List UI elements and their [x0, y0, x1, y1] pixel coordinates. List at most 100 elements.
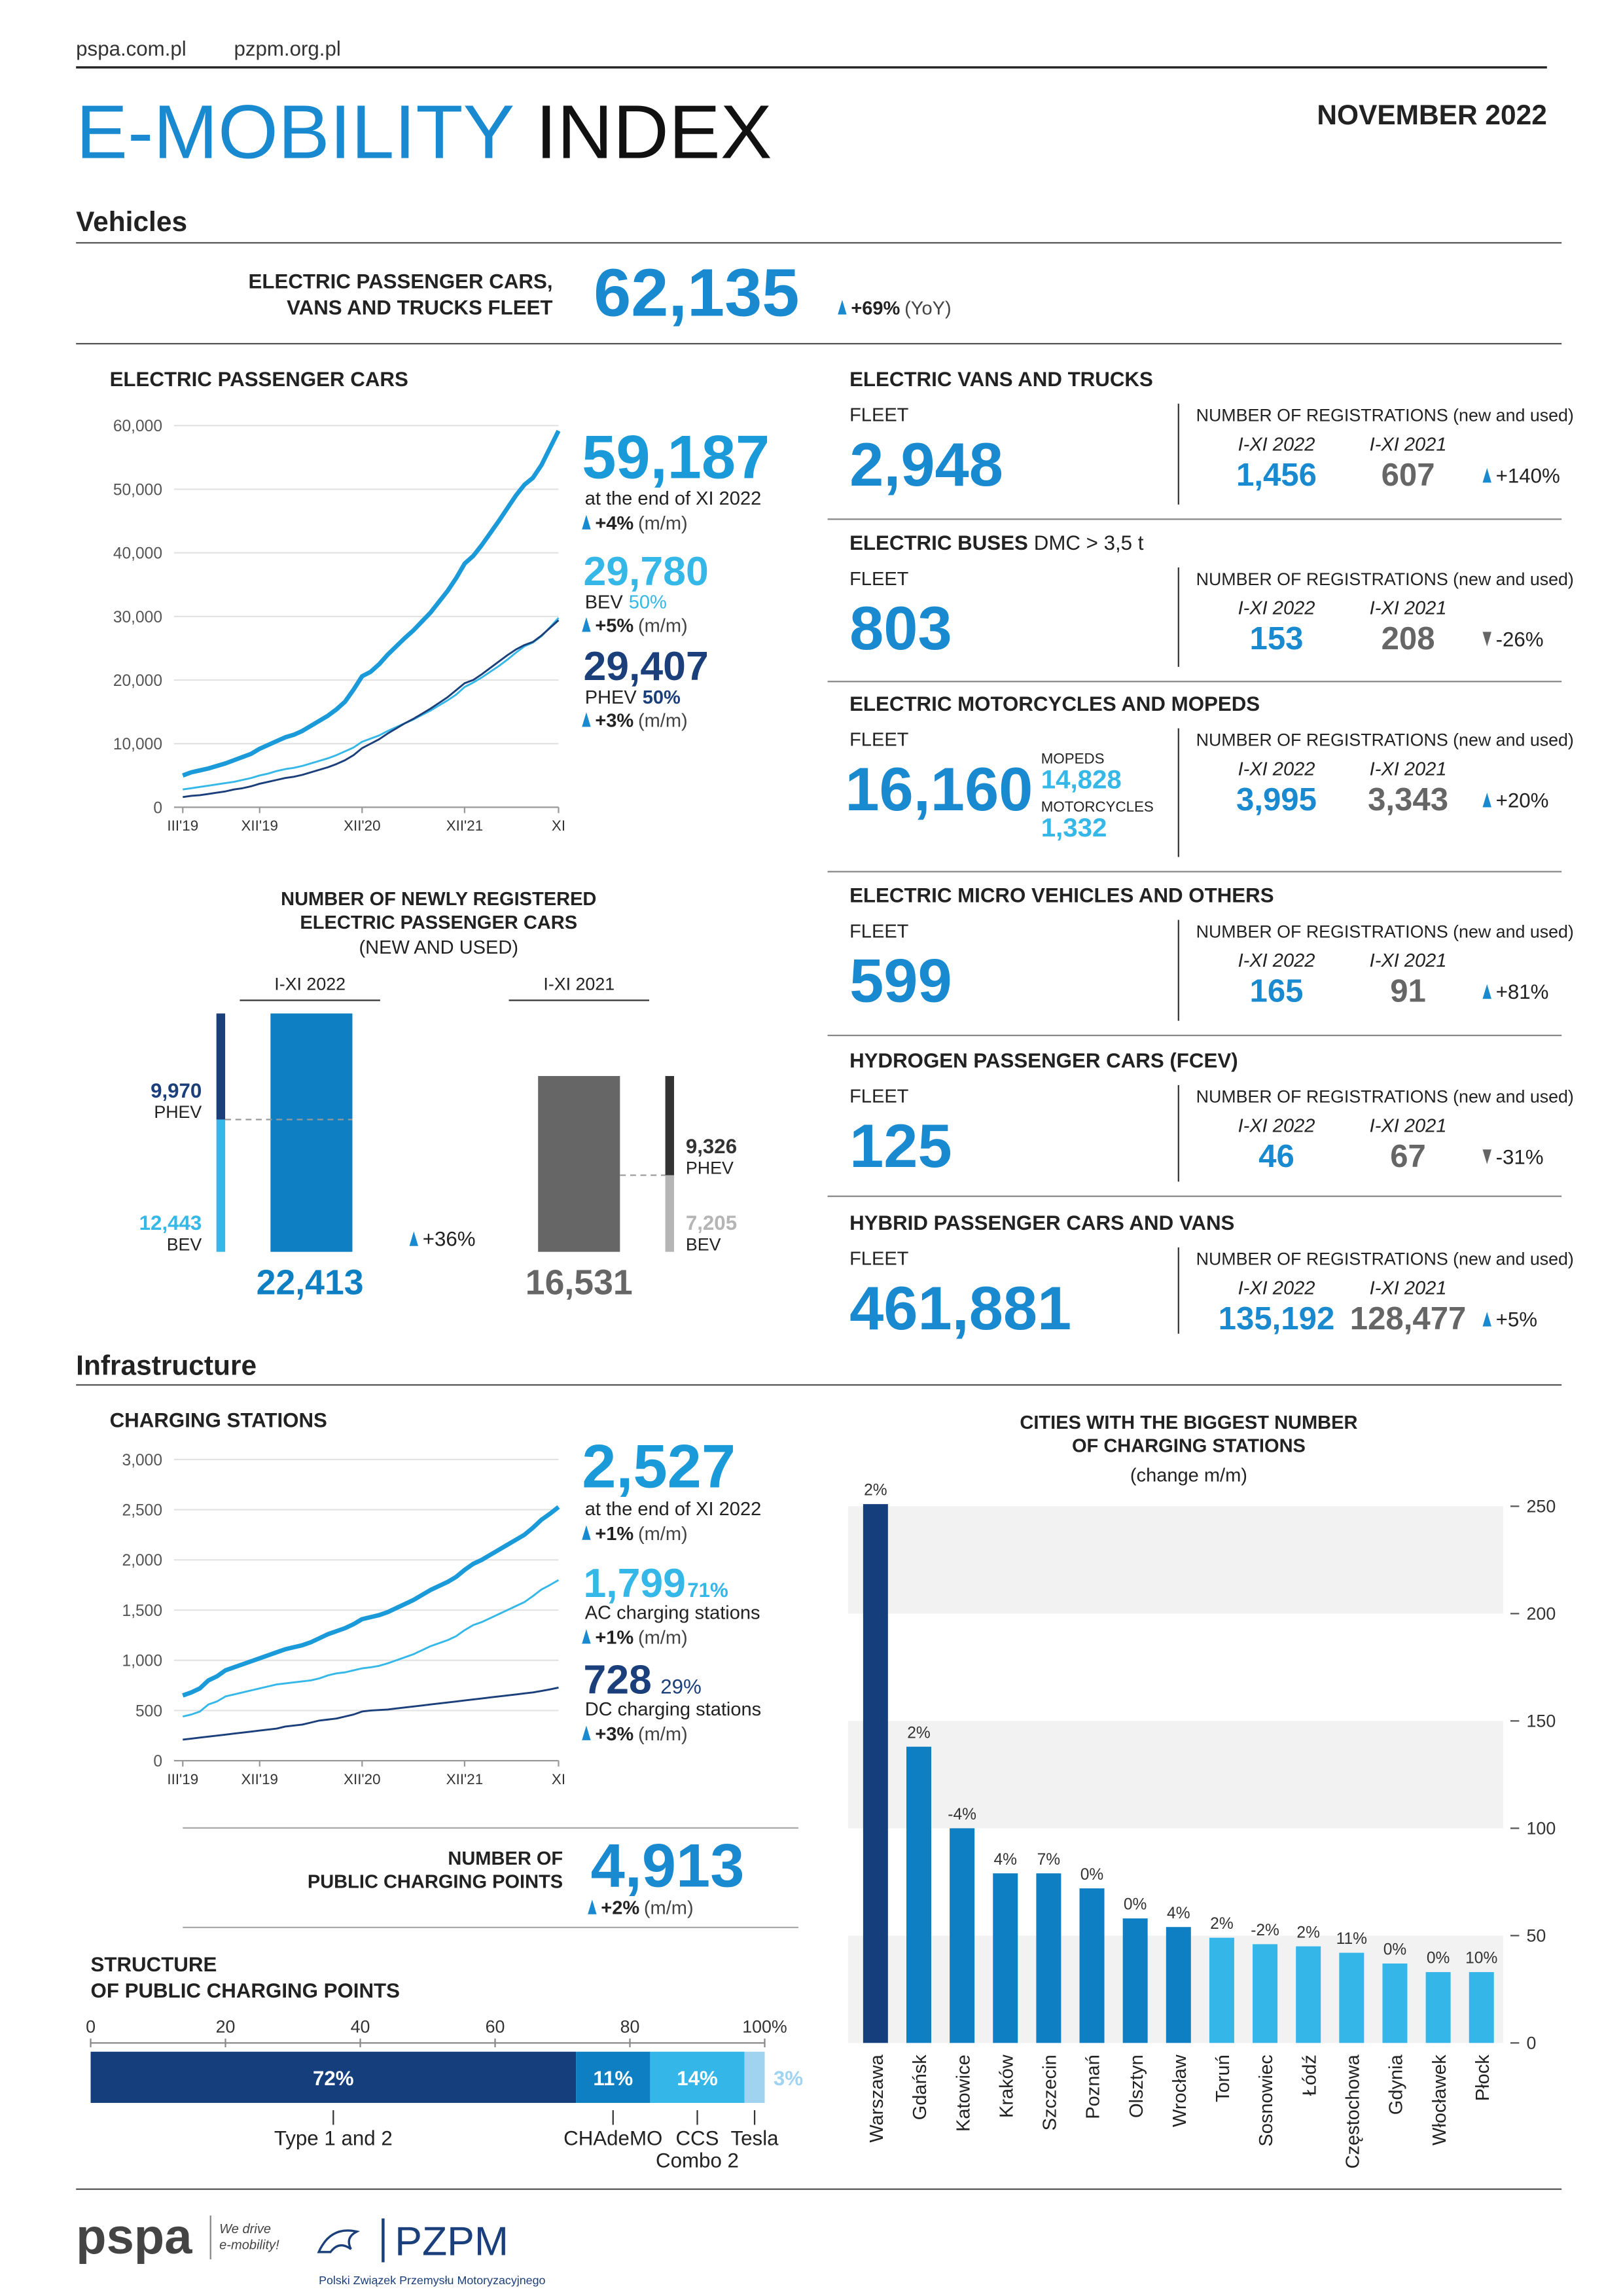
label: I-XI 2022 — [1238, 1278, 1315, 1299]
title-part: E-MOBILITY — [76, 89, 514, 174]
label-part: (m/m) — [638, 1627, 688, 1648]
value-label: 9,326 — [686, 1135, 737, 1158]
segment — [216, 1013, 226, 1120]
series-label: PHEV — [686, 1158, 734, 1177]
x-tick-label: 60 — [486, 2017, 505, 2037]
x-tick-label: 100% — [742, 2017, 787, 2037]
chart-title: CITIES WITH THE BIGGEST NUMBER — [1020, 1412, 1357, 1433]
label: NUMBER OF REGISTRATIONS (new and used) — [1196, 1249, 1574, 1269]
label-part: +2% — [601, 1898, 639, 1919]
bar — [1382, 1963, 1408, 2043]
value-label: 9,970 — [151, 1079, 202, 1102]
label: I-XI 2022 — [1238, 434, 1315, 455]
sub-label: MOPEDS — [1041, 750, 1105, 766]
y-tick-label: 1,500 — [122, 1602, 162, 1620]
group-label: I-XI 2021 — [543, 975, 615, 994]
logo: pspa — [76, 2209, 192, 2265]
x-tick-label: 20 — [216, 2017, 236, 2037]
label-part: (m/m) — [644, 1898, 694, 1919]
chart-title: OF CHARGING STATIONS — [1072, 1436, 1306, 1457]
change-arrow — [588, 1899, 597, 1914]
x-tick-label: XI — [552, 817, 565, 834]
kpi-value: 29,780 — [583, 548, 708, 594]
change-label: 0% — [1427, 1950, 1450, 1967]
bar — [993, 1873, 1018, 2043]
x-tick-label: Toruń — [1213, 2054, 1234, 2102]
label: at the end of XI 2022 — [585, 488, 762, 509]
kpi-value: 1,799 71% — [583, 1560, 728, 1606]
series-label: DC charging stations — [585, 1699, 761, 1720]
sub-label: MOTORCYCLES — [1041, 798, 1154, 815]
line-series — [182, 1579, 560, 1718]
label: I-XI 2022 — [1238, 950, 1315, 971]
total-bar — [538, 1076, 620, 1252]
chart-title: ELECTRIC PASSENGER CARS — [300, 912, 577, 933]
label-part: +3% — [595, 711, 633, 732]
x-tick-label: Poznań — [1083, 2054, 1104, 2119]
logo: PZPM — [395, 2218, 508, 2264]
label: at the end of XI 2022 — [585, 1499, 762, 1520]
change-label: -2% — [1251, 1922, 1279, 1939]
x-tick-label: Gdynia — [1386, 2054, 1407, 2115]
value-label: 7,205 — [686, 1211, 737, 1234]
title-part: INDEX — [535, 89, 772, 174]
label-part: 50% — [643, 687, 681, 708]
change-label: 4% — [1167, 1905, 1190, 1922]
y-tick-label: 2,000 — [122, 1552, 162, 1570]
change-arrow — [1482, 1312, 1491, 1327]
x-tick-label: Wrocław — [1169, 2054, 1190, 2127]
bar — [1469, 1972, 1494, 2043]
y-tick-label: 2,500 — [122, 1502, 162, 1520]
registrations-value: 153 — [1249, 621, 1303, 656]
change-label: +5% (m/m) — [595, 615, 687, 636]
change-label: 2% — [864, 1482, 887, 1499]
chart-title: ELECTRIC PASSENGER CARS — [110, 368, 408, 391]
x-tick-label: Gdańsk — [910, 2054, 931, 2121]
line-series — [182, 1505, 560, 1698]
label: BEV 50% — [585, 592, 667, 613]
x-tick-label: Katowice — [953, 2054, 974, 2132]
segment — [90, 2051, 577, 2103]
label: ELECTRIC PASSENGER CARS, — [249, 270, 553, 293]
link: pzpm.org.pl — [234, 37, 340, 60]
series-label: BEV — [167, 1234, 202, 1254]
kpi-value: 2,948 — [849, 430, 1003, 499]
sub-value: 1,332 — [1041, 813, 1107, 842]
label-part: DMC > 3,5 t — [1034, 531, 1144, 554]
total-label: 22,413 — [257, 1263, 364, 1302]
segment — [650, 2051, 745, 2103]
label: FLEET — [849, 405, 909, 426]
label: PHEV 50% — [585, 687, 681, 708]
label: I-XI 2022 — [1238, 598, 1315, 619]
label-part: 1,799 — [583, 1560, 686, 1606]
bar — [1253, 1944, 1278, 2043]
bar — [906, 1746, 931, 2043]
y-tick-label: 1,000 — [122, 1653, 162, 1670]
legend-item: Tesla — [731, 2128, 779, 2149]
value-label: 11% — [593, 2067, 633, 2090]
segment — [576, 2051, 651, 2103]
label: NUMBER OF REGISTRATIONS (new and used) — [1196, 1087, 1574, 1107]
kpi-value: 62,135 — [594, 255, 799, 331]
legend-item: Type 1 and 2 — [274, 2128, 393, 2149]
label-part: 728 — [583, 1657, 651, 1702]
series-label: PHEV — [154, 1102, 202, 1122]
label: PUBLIC CHARGING POINTS — [308, 1872, 563, 1893]
label: FLEET — [849, 569, 909, 590]
change-label: 2% — [907, 1724, 931, 1742]
change-label: 2% — [1296, 1924, 1320, 1941]
registrations-value: 1,456 — [1236, 457, 1317, 493]
panel-title: ELECTRIC MOTORCYCLES AND MOPEDS — [849, 692, 1260, 715]
bar — [1122, 1918, 1148, 2043]
y-tick-label: 40,000 — [113, 545, 162, 563]
x-tick-label: XI — [552, 1771, 565, 1787]
line-series — [183, 1687, 559, 1741]
change-label: -4% — [948, 1806, 976, 1823]
label: NUMBER OF — [448, 1848, 563, 1869]
x-tick-label: Olsztyn — [1126, 2054, 1147, 2118]
label-part: +1% — [595, 1627, 633, 1648]
change-arrow — [1482, 984, 1491, 999]
y-tick-label: 3,000 — [122, 1452, 162, 1469]
y-tick-label: 60,000 — [113, 418, 162, 435]
change-label: +140% — [1496, 464, 1560, 487]
